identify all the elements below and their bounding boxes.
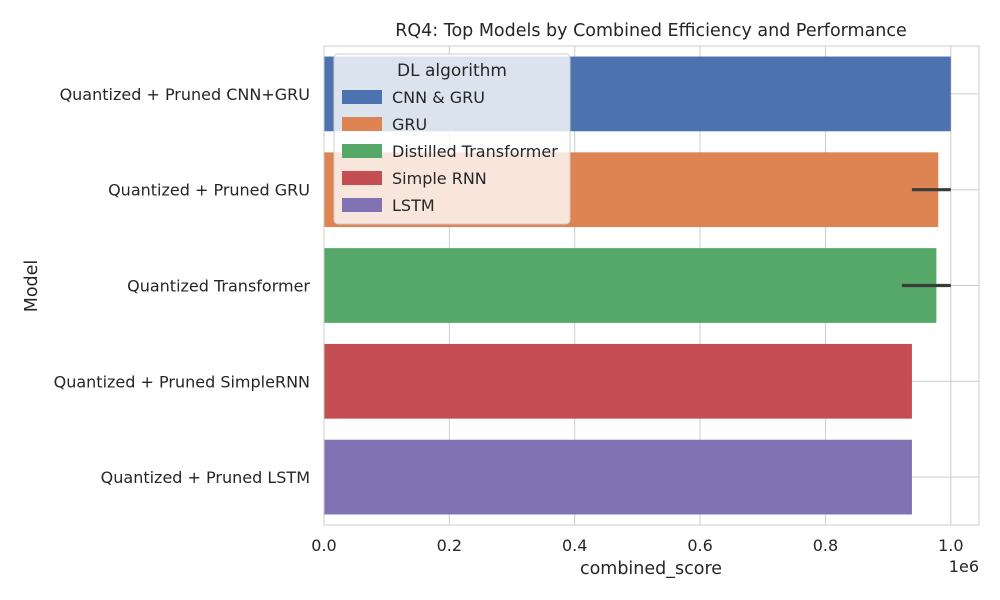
- legend-label: GRU: [392, 115, 427, 134]
- y-tick-label: Quantized + Pruned LSTM: [101, 468, 310, 487]
- legend-label: Simple RNN: [392, 169, 487, 188]
- x-tick-labels: 0.0 0.2 0.4 0.6 0.8 1.0: [311, 536, 963, 555]
- y-tick-label: Quantized + Pruned GRU: [108, 181, 310, 200]
- error-bars: [901, 188, 951, 288]
- x-tick-label: 0.4: [562, 536, 587, 555]
- y-tick-label: Quantized + Pruned CNN+GRU: [60, 85, 310, 104]
- x-tick-label: 1.0: [938, 536, 963, 555]
- x-tick-label: 0.6: [687, 536, 712, 555]
- y-tick-labels: Quantized + Pruned CNN+GRU Quantized + Pr…: [54, 85, 311, 487]
- bar: [324, 248, 937, 323]
- plot-border: [323, 45, 980, 526]
- legend-swatch: [342, 144, 382, 158]
- legend-swatch: [342, 171, 382, 185]
- legend-box: [333, 53, 571, 225]
- y-tick-label: Quantized Transformer: [127, 277, 310, 296]
- legend: DL algorithm CNN & GRU GRU Distilled Trans…: [333, 53, 571, 225]
- x-tick-label: 0.8: [813, 536, 838, 555]
- bar: [324, 439, 912, 515]
- x-axis-title: combined_score: [580, 559, 722, 579]
- x-tick-label: 0.0: [311, 536, 336, 555]
- y-tick-label: Quantized + Pruned SimpleRNN: [54, 372, 310, 391]
- legend-swatch: [342, 117, 382, 131]
- legend-swatch: [342, 90, 382, 104]
- x-tick-label: 0.2: [437, 536, 462, 555]
- chart-title: RQ4: Top Models by Combined Efficiency a…: [395, 21, 907, 41]
- legend-swatch: [342, 198, 382, 212]
- y-axis-title: Model: [22, 260, 42, 313]
- legend-label: Distilled Transformer: [392, 142, 558, 161]
- x-axis-offset-label: 1e6: [949, 557, 979, 576]
- legend-title: DL algorithm: [397, 61, 507, 81]
- legend-label: LSTM: [392, 196, 435, 215]
- plot-frame: [323, 45, 980, 526]
- legend-label: CNN & GRU: [392, 88, 485, 107]
- bar: [324, 343, 912, 419]
